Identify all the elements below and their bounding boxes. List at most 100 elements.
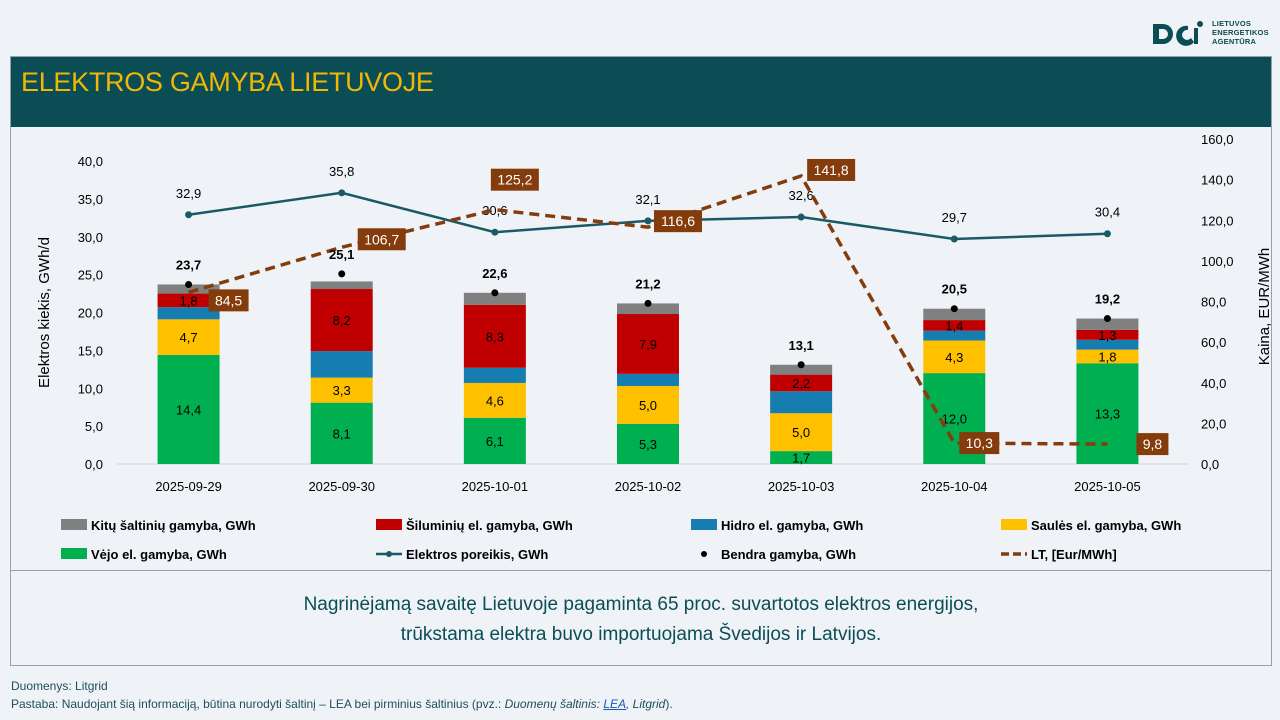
lea-link[interactable]: LEA xyxy=(603,697,626,711)
bar-segment-label: 8,1 xyxy=(333,426,351,441)
total-production-label: 23,7 xyxy=(176,257,201,272)
y2-tick-label: 80,0 xyxy=(1201,295,1226,310)
total-production-label: 21,2 xyxy=(635,276,660,291)
bar-segment xyxy=(310,402,373,464)
bar-segment xyxy=(463,382,526,418)
price-label-box xyxy=(208,289,249,312)
bar-segment xyxy=(1076,329,1139,340)
price-label-box xyxy=(490,168,539,191)
legend-dot xyxy=(701,551,707,557)
y2-tick-label: 100,0 xyxy=(1201,254,1234,269)
bar-segment-label: 4,7 xyxy=(180,330,198,345)
header-banner: ELEKTROS GAMYBA LIETUVOJE xyxy=(11,57,1271,127)
price-label: 106,7 xyxy=(364,231,399,247)
bar-segment-label: 1,8 xyxy=(180,293,198,308)
price-label-box xyxy=(807,158,856,181)
total-production-label: 20,5 xyxy=(942,282,967,297)
electricity-production-chart: 0,0 5,0 10,0 15,0 20,0 25,0 30,0 35,0 40,0 0,0 20,… xyxy=(36,132,1271,562)
summary-line-1: Nagrinėjamą savaitę Lietuvoje pagaminta … xyxy=(303,594,979,615)
bar-segment xyxy=(463,417,526,464)
y2-tick-label: 20,0 xyxy=(1201,416,1226,431)
bar-segment-label: 8,2 xyxy=(333,313,351,328)
price-label-box xyxy=(959,432,1000,455)
price-label: 116,6 xyxy=(661,213,695,229)
legend-swatch xyxy=(61,548,87,559)
lea-logo xyxy=(1150,16,1275,52)
bar-segment xyxy=(157,293,220,308)
legend-label: Saulės el. gamyba, GWh xyxy=(1031,518,1181,533)
total-production-label: 22,6 xyxy=(482,266,507,281)
bar-segment xyxy=(463,304,526,368)
bar-segment-label: 1,3 xyxy=(1098,328,1116,343)
bar-segment-label: 7,9 xyxy=(639,337,657,352)
x-tick-label: 2025-10-04 xyxy=(921,479,988,494)
demand-label: 32,1 xyxy=(635,192,660,207)
bar-segment xyxy=(617,303,679,315)
demand-point xyxy=(797,213,805,221)
demand-label: 32,6 xyxy=(788,188,813,203)
y-axis-title: Elektros kiekis, GWh/d xyxy=(36,237,53,388)
bar-segment xyxy=(157,319,220,355)
y-tick-label: 10,0 xyxy=(78,381,103,396)
note-prefix: Pastaba: Naudojant šią informaciją, būti… xyxy=(11,697,505,711)
bar-segment xyxy=(923,308,986,321)
bar-segment xyxy=(1076,318,1139,330)
total-production-point xyxy=(1103,315,1111,323)
bar-segment xyxy=(1076,349,1139,364)
x-tick-label: 2025-09-29 xyxy=(155,479,222,494)
total-production-point xyxy=(644,299,652,307)
demand-point xyxy=(950,235,958,243)
logo-line-1: LIETUVOS xyxy=(1212,19,1252,28)
price-label-box xyxy=(654,210,702,233)
bar-segment xyxy=(770,451,833,464)
demand-point xyxy=(491,228,499,236)
demand-label: 35,8 xyxy=(329,164,354,179)
bar-segment xyxy=(770,391,833,414)
x-tick-label: 2025-10-02 xyxy=(615,479,682,494)
bar-segment xyxy=(310,281,373,290)
legend-swatch xyxy=(1001,519,1027,530)
y2-tick-label: 40,0 xyxy=(1201,376,1226,391)
legend-label: Vėjo el. gamyba, GWh xyxy=(91,547,227,562)
total-production-label: 13,1 xyxy=(788,338,813,353)
total-production-label: 25,1 xyxy=(329,247,354,262)
bar-segment-label: 14,4 xyxy=(176,402,201,417)
bar-segment xyxy=(617,314,679,374)
y-tick-label: 40,0 xyxy=(78,154,103,169)
total-production-point xyxy=(950,305,958,313)
x-tick-label: 2025-10-03 xyxy=(768,479,835,494)
bar-segment xyxy=(770,374,833,392)
bar-segment xyxy=(923,340,986,374)
bar-segment xyxy=(463,367,526,383)
summary-box: Nagrinėjamą savaitę Lietuvoje pagaminta … xyxy=(11,570,1271,667)
demand-label: 30,6 xyxy=(482,203,507,218)
x-tick-label: 2025-10-01 xyxy=(462,479,529,494)
y-tick-label: 0,0 xyxy=(85,457,103,472)
bar-segment xyxy=(617,423,679,464)
total-production-point xyxy=(797,361,805,369)
bar-segment xyxy=(310,289,373,352)
logo-line-2: ENERGETIKOS xyxy=(1212,28,1269,37)
bar-segment-label: 5,3 xyxy=(639,437,657,452)
bar-segment xyxy=(770,413,833,452)
bar-segment-label: 13,3 xyxy=(1095,407,1120,422)
total-production-point xyxy=(491,289,499,297)
total-production-label: 19,2 xyxy=(1095,292,1120,307)
y2-tick-label: 160,0 xyxy=(1201,132,1234,147)
demand-label: 32,9 xyxy=(176,186,201,201)
price-label: 9,8 xyxy=(1143,436,1163,452)
y-tick-label: 25,0 xyxy=(78,268,103,283)
bar-segment xyxy=(157,307,220,320)
bar-segment-label: 12,0 xyxy=(942,412,967,427)
summary-line-2: trūkstama elektra buvo importuojama Šved… xyxy=(400,624,882,645)
bar-segment xyxy=(770,364,833,375)
legend-label: Kitų šaltinių gamyba, GWh xyxy=(91,518,256,533)
demand-point xyxy=(185,211,193,219)
note-suffix: ). xyxy=(665,697,673,711)
price-label: 141,8 xyxy=(814,162,849,178)
bar-segment-label: 4,3 xyxy=(945,350,963,365)
bar-segment-label: 8,3 xyxy=(486,329,504,344)
y-tick-label: 15,0 xyxy=(78,343,103,358)
bar-segment-label: 5,0 xyxy=(792,425,810,440)
lea-logo-icon xyxy=(1153,21,1203,46)
